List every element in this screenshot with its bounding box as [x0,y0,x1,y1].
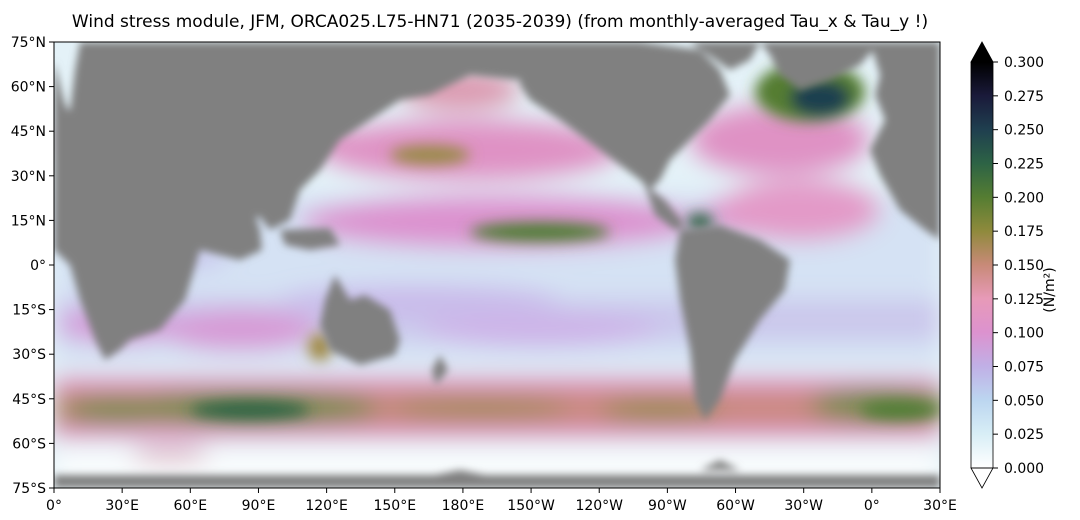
colorbar-tick-label: 0.175 [1004,224,1044,240]
lat-tick-label: 60°N [11,80,46,96]
lon-tick-label: 90°E [242,498,276,514]
colorbar-extend-max [970,41,994,63]
plot-area [54,42,940,488]
colorbar: 0.000 0.025 0.050 0.075 0.100 0.125 0.150 0.175… [970,41,1044,489]
colorbar-tick-label: 0.275 [1004,89,1044,105]
colorbar-tick-label: 0.050 [1004,393,1044,409]
colorbar-label: (N/m²) [1042,267,1058,313]
colorbar-tick-label: 0.000 [1004,461,1044,477]
colorbar-extend-min [970,467,994,489]
colorbar-tick-label: 0.300 [1004,55,1044,71]
colorbar-tick-label: 0.125 [1004,292,1044,308]
latitude-axis: 75°N 60°N 45°N 30°N 15°N 0° 15°S 30°S 45°S 60°S 75… [11,35,54,497]
lon-tick-label: 150°W [507,498,555,514]
lon-tick-label: 120°W [575,498,623,514]
map-title: Wind stress module, JFM, ORCA025.L75-HN7… [71,12,929,32]
colorbar-tick-label: 0.025 [1004,427,1044,443]
lat-tick-label: 15°S [12,303,46,319]
lat-tick-label: 75°S [12,481,46,497]
colorbar-gradient [971,62,993,468]
lat-tick-label: 60°S [12,436,46,452]
lon-tick-label: 60°E [173,498,207,514]
lon-tick-label: 150°E [373,498,416,514]
lat-tick-label: 45°N [11,124,46,140]
colorbar-tick-label: 0.200 [1004,190,1044,206]
lon-tick-label: 30°E [105,498,139,514]
colorbar-tick-label: 0.250 [1004,123,1044,139]
lat-tick-label: 15°N [11,213,46,229]
lat-tick-label: 30°N [11,169,46,185]
colorbar-tick-label: 0.150 [1004,258,1044,274]
lat-tick-label: 45°S [12,392,46,408]
lon-tick-label: 90°W [648,498,687,514]
colorbar-tick-label: 0.100 [1004,326,1044,342]
land-masses [54,42,940,488]
lat-tick-label: 75°N [11,35,46,51]
lon-tick-label: 0° [864,498,880,514]
lat-tick-label: 30°S [12,347,46,363]
colorbar-tick-label: 0.075 [1004,360,1044,376]
colorbar-ticks: 0.000 0.025 0.050 0.075 0.100 0.125 0.150 0.175… [993,55,1044,477]
lat-tick-label: 0° [30,258,46,274]
lon-tick-label: 120°E [305,498,348,514]
longitude-axis: 0° 30°E 60°E 90°E 120°E 150°E 180°E 150°W 120°W 9… [46,488,957,514]
lon-tick-label: 0° [46,498,62,514]
colorbar-tick-label: 0.225 [1004,157,1044,173]
lon-tick-label: 30°W [784,498,823,514]
lon-tick-label: 30°E [923,498,957,514]
wind-stress-maxima [190,62,940,419]
lon-tick-label: 60°W [716,498,755,514]
lon-tick-label: 180°E [442,498,485,514]
